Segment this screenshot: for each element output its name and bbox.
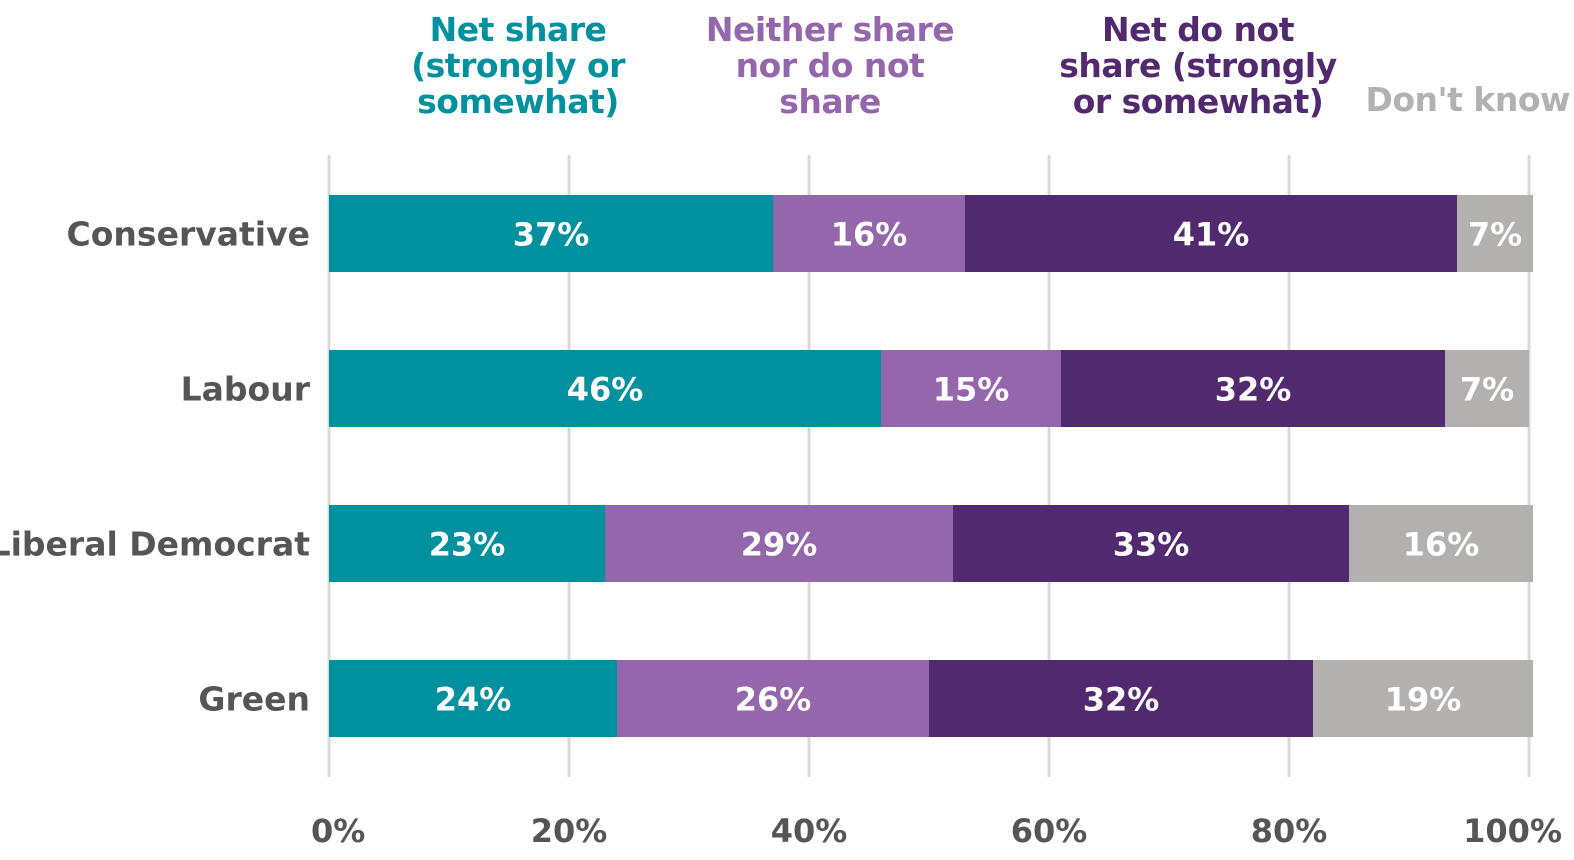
- x-tick-label: 80%: [1251, 812, 1328, 850]
- bar-segment: [605, 505, 953, 582]
- bar-segment: [1061, 350, 1445, 427]
- bar-segment: [929, 660, 1313, 737]
- bar-segment: [1313, 660, 1533, 737]
- data-label: 37%: [513, 216, 590, 254]
- legend-entry-line: Neither share: [705, 10, 955, 49]
- legend-entry: Neither share nor do not share: [680, 12, 980, 120]
- legend-entry-line: nor do not: [735, 46, 925, 85]
- category-label: Conservative: [67, 215, 310, 254]
- data-label: 32%: [1215, 371, 1292, 409]
- x-tick-label: 40%: [771, 812, 848, 850]
- legend-entry-line: (strongly or: [411, 46, 625, 85]
- bar-segment: [1445, 350, 1529, 427]
- category-label: Green: [198, 680, 310, 719]
- data-label: 7%: [1468, 216, 1522, 254]
- legend-entry-line: Net do not: [1102, 10, 1295, 49]
- bar-segment: [329, 660, 617, 737]
- bar-segment: [881, 350, 1061, 427]
- x-tick-label: 0%: [311, 812, 365, 850]
- bar-segment: [953, 505, 1349, 582]
- legend-entry: Net share (strongly or somewhat): [368, 12, 668, 120]
- data-label: 19%: [1385, 681, 1462, 719]
- data-label: 24%: [435, 681, 512, 719]
- legend-entry-line: or somewhat): [1072, 82, 1324, 121]
- category-label: Liberal Democrat: [0, 525, 310, 564]
- bar-segment: [1457, 195, 1533, 272]
- data-label: 16%: [1403, 526, 1480, 564]
- category-label: Labour: [181, 370, 311, 409]
- data-label: 7%: [1460, 371, 1514, 409]
- bar-segment: [617, 660, 929, 737]
- bar-segment: [329, 505, 605, 582]
- legend-entry-line: share (strongly: [1059, 46, 1337, 85]
- category-labels: Conservative Labour Liberal Democrat Green: [0, 215, 311, 719]
- bar-segment: [965, 195, 1457, 272]
- legend-entry: Net do not share (strongly or somewhat): [1048, 12, 1348, 120]
- data-label: 16%: [831, 216, 908, 254]
- bar-segment: [329, 195, 773, 272]
- x-axis-ticks: 0% 20% 40% 60% 80% 100%: [311, 812, 1562, 850]
- data-label: 33%: [1113, 526, 1190, 564]
- bar-segment: [329, 350, 881, 427]
- x-tick-label: 100%: [1463, 812, 1562, 850]
- legend-entry: Don't know: [1314, 82, 1570, 118]
- data-label: 29%: [741, 526, 818, 564]
- legend-entry-line: share: [779, 82, 881, 121]
- data-label: 23%: [429, 526, 506, 564]
- data-label: 26%: [735, 681, 812, 719]
- bar-segment: [773, 195, 965, 272]
- data-label: 46%: [567, 371, 644, 409]
- bars: 37% 16% 41% 7% 46% 15% 32% 7% 23% 29% 33% 16% 24% 26%…: [329, 195, 1533, 737]
- legend-entry-line: Net share: [429, 10, 607, 49]
- data-label: 41%: [1173, 216, 1250, 254]
- legend-entry-line: Don't know: [1365, 80, 1570, 119]
- data-label: 32%: [1083, 681, 1160, 719]
- x-tick-label: 20%: [531, 812, 608, 850]
- x-tick-label: 60%: [1011, 812, 1088, 850]
- legend-entry-line: somewhat): [417, 82, 619, 121]
- data-label: 15%: [933, 371, 1010, 409]
- bar-segment: [1349, 505, 1533, 582]
